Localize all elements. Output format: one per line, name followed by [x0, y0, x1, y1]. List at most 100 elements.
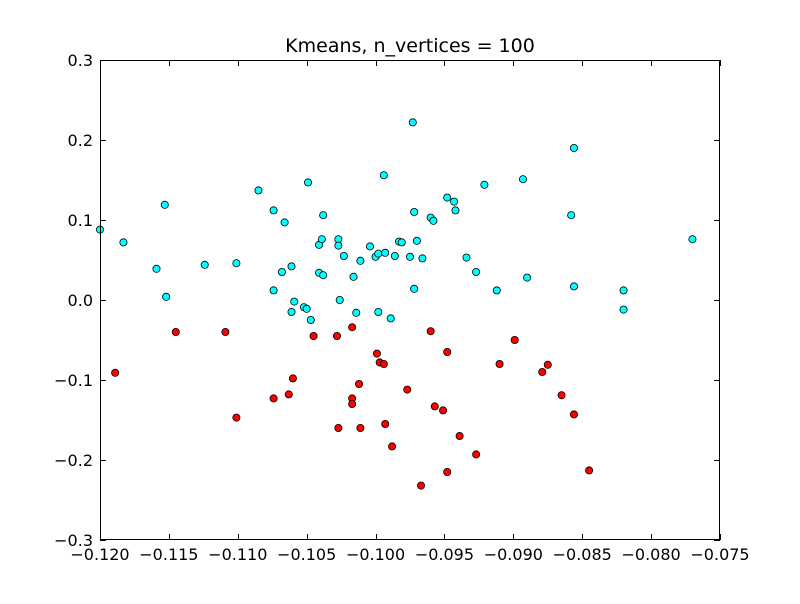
data-point [472, 450, 481, 459]
x-tick-label: −0.115 [139, 545, 198, 564]
data-point [443, 467, 452, 476]
data-point [319, 271, 328, 280]
data-point [397, 238, 406, 247]
chart-title: Kmeans, n_vertices = 100 [285, 35, 535, 57]
data-point [379, 171, 388, 180]
y-tick-label: 0.3 [68, 51, 93, 70]
data-point [348, 399, 357, 408]
data-point [450, 197, 459, 206]
data-point [277, 267, 286, 276]
x-tick-label: −0.120 [70, 545, 129, 564]
data-point [374, 249, 383, 258]
x-tick-label: −0.110 [208, 545, 267, 564]
series-0 [96, 118, 697, 324]
plot-area [100, 60, 720, 540]
data-point [254, 186, 263, 195]
data-point [510, 335, 519, 344]
data-point [319, 211, 328, 220]
data-point [430, 402, 439, 411]
data-point [269, 286, 278, 295]
x-tick-label: −0.085 [553, 545, 612, 564]
data-point [339, 251, 348, 260]
x-tick-label: −0.090 [484, 545, 543, 564]
ticks-layer: −0.120 −0.115 −0.110 −0.105 −0.100 −0.095 −0.0… [54, 51, 749, 564]
data-point [280, 218, 289, 227]
data-point [410, 207, 419, 216]
data-point [348, 323, 357, 332]
data-point [451, 206, 460, 215]
data-point [221, 327, 230, 336]
data-point [390, 251, 399, 260]
data-point [495, 359, 504, 368]
data-point [569, 143, 578, 152]
series-1 [111, 323, 594, 490]
data-point [543, 360, 552, 369]
data-point [334, 241, 343, 250]
y-tick-label: −0.2 [54, 451, 93, 470]
data-point [349, 272, 358, 281]
x-tick-label: −0.095 [415, 545, 474, 564]
data-point [417, 481, 426, 490]
data-point [567, 211, 576, 220]
data-point [152, 264, 161, 273]
data-point [232, 413, 241, 422]
data-point [287, 307, 296, 316]
data-point [284, 390, 293, 399]
data-point [443, 193, 452, 202]
data-point [619, 286, 628, 295]
data-point [366, 242, 375, 251]
data-point [119, 238, 128, 247]
y-tick-label: 0.0 [68, 291, 93, 310]
data-point [557, 391, 566, 400]
data-point [538, 367, 547, 376]
data-point [523, 273, 532, 282]
data-point [518, 175, 527, 184]
data-point [569, 410, 578, 419]
y-tick-label: 0.2 [68, 131, 93, 150]
data-point [332, 331, 341, 340]
data-point [386, 314, 395, 323]
data-point [405, 252, 414, 261]
data-point [309, 331, 318, 340]
data-point [619, 305, 628, 314]
data-point [304, 178, 313, 187]
y-tick-label: 0.1 [68, 211, 93, 230]
data-point [372, 349, 381, 358]
data-point [269, 206, 278, 215]
x-tick-label: −0.080 [622, 545, 681, 564]
data-point [288, 374, 297, 383]
data-point [335, 295, 344, 304]
data-point [352, 308, 361, 317]
data-point [472, 267, 481, 276]
data-point [429, 216, 438, 225]
y-tick-label: −0.3 [54, 531, 93, 550]
data-point [462, 253, 471, 262]
data-point [492, 286, 501, 295]
data-point [381, 248, 390, 257]
data-point [381, 419, 390, 428]
data-point [412, 236, 421, 245]
data-point [439, 406, 448, 415]
x-tick-label: −0.105 [277, 545, 336, 564]
plot-frame [100, 60, 720, 540]
data-point [269, 394, 278, 403]
data-point [585, 466, 594, 475]
data-point [426, 327, 435, 336]
data-point [160, 200, 169, 209]
data-point [162, 292, 171, 301]
data-point [302, 304, 311, 313]
x-tick-label: −0.100 [346, 545, 405, 564]
data-point [306, 315, 315, 324]
data-point [334, 423, 343, 432]
x-tick-label: −0.075 [690, 545, 749, 564]
data-point [688, 235, 697, 244]
data-point [111, 368, 120, 377]
data-point [455, 431, 464, 440]
data-point [317, 235, 326, 244]
data-point [388, 442, 397, 451]
data-point [410, 284, 419, 293]
data-point [569, 282, 578, 291]
data-point [403, 385, 412, 394]
